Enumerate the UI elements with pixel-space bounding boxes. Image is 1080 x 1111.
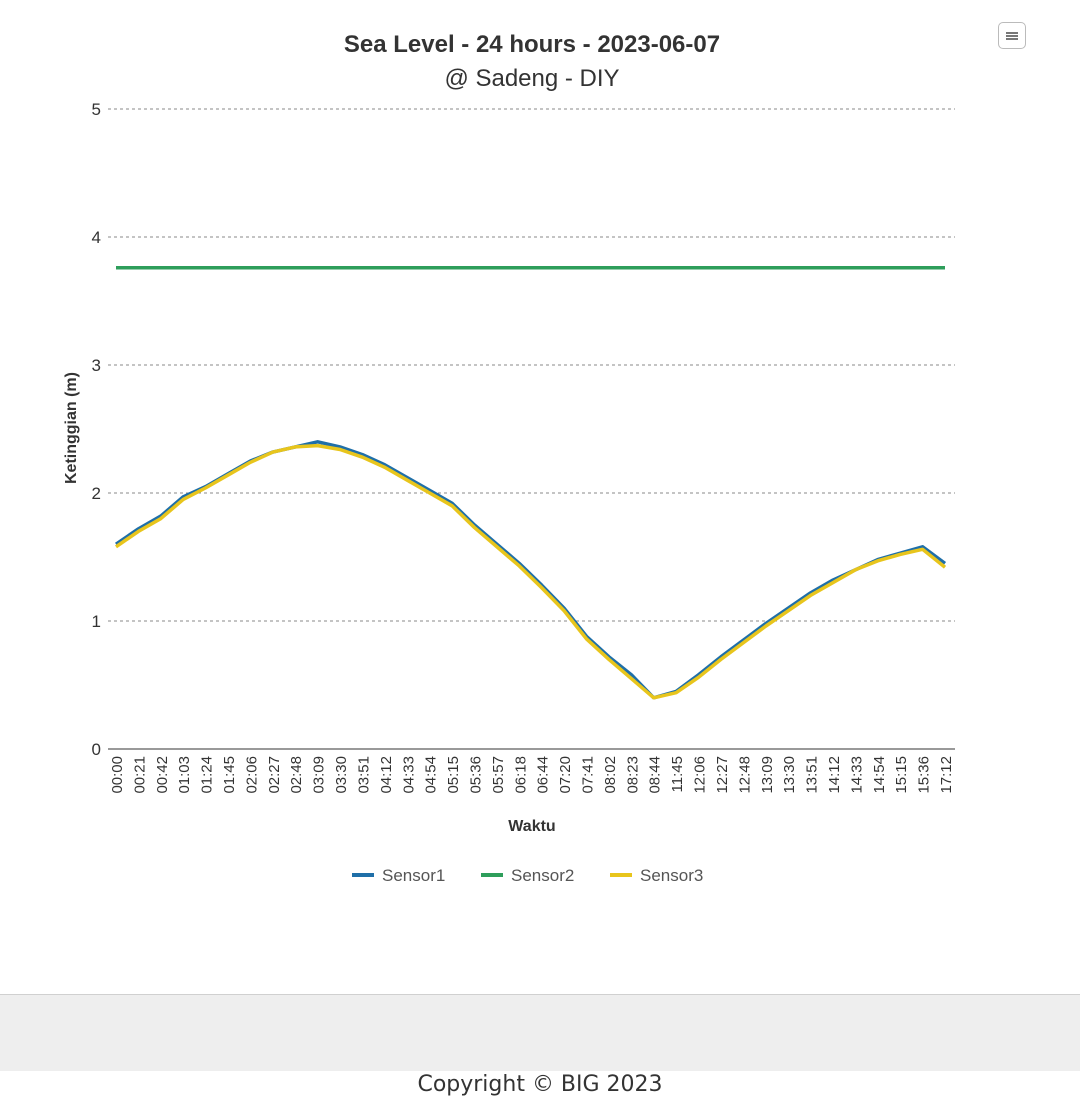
y-tick-label: 1 [92,612,101,631]
x-tick-label: 01:24 [199,756,216,794]
series-line-sensor1 [115,440,947,700]
x-tick-label: 11:45 [669,756,686,792]
x-tick-label: 13:30 [781,756,798,794]
x-tick-label: 03:09 [311,756,328,794]
chart-subtitle: @ Sadeng - DIY [444,65,619,92]
x-tick-label: 02:48 [288,756,305,794]
x-tick-label: 13:09 [759,756,776,794]
legend-item-sensor1[interactable]: Sensor1 [382,866,445,885]
footer-band [0,994,1080,1071]
series-line-sensor3 [115,443,947,700]
x-tick-label: 04:33 [400,756,417,794]
hamburger-menu-icon[interactable] [998,22,1026,49]
x-tick-label: 02:06 [243,756,260,794]
x-tick-label: 07:20 [557,756,574,794]
x-tick-label: 12:27 [714,756,731,794]
x-tick-label: 00:21 [131,756,148,794]
x-tick-label: 15:36 [916,756,933,794]
x-tick-label: 07:41 [580,756,597,794]
x-tick-label: 12:06 [692,756,709,794]
x-tick-label: 14:12 [826,756,843,794]
x-tick-label: 01:03 [176,756,193,794]
x-tick-label: 06:44 [535,756,552,794]
y-tick-label: 5 [92,100,101,119]
x-tick-label: 03:30 [333,756,350,794]
x-tick-label: 05:36 [467,756,484,794]
legend-item-sensor3[interactable]: Sensor3 [640,866,703,885]
x-tick-label: 04:12 [378,756,395,794]
x-tick-label: 04:54 [423,756,440,794]
x-tick-label: 02:27 [266,756,283,794]
x-tick-label: 00:00 [109,756,126,794]
y-axis-label: Ketinggian (m) [63,372,80,484]
x-tick-label: 03:51 [355,756,372,794]
x-tick-label: 00:42 [154,756,171,794]
y-tick-label: 0 [92,740,101,759]
y-tick-label: 4 [92,228,101,247]
chart: Sea Level - 24 hours - 2023-06-07 @ Sade… [63,31,955,885]
x-tick-label: 14:33 [848,756,865,794]
copyright-text: Copyright © BIG 2023 [417,1072,663,1097]
x-tick-label: 06:18 [512,756,529,794]
x-tick-label: 14:54 [871,756,888,794]
y-tick-label: 2 [92,484,101,503]
chart-title: Sea Level - 24 hours - 2023-06-07 [344,31,720,58]
x-tick-label: 08:23 [624,756,641,794]
x-tick-label: 08:44 [647,756,664,794]
legend-item-sensor2[interactable]: Sensor2 [511,866,574,885]
x-axis-label: Waktu [508,818,555,835]
x-tick-label: 15:15 [893,756,910,794]
x-tick-label: 13:51 [804,756,821,794]
y-tick-label: 3 [92,356,101,375]
x-tick-label: 01:45 [221,756,238,794]
x-tick-label: 08:02 [602,756,619,794]
x-tick-label: 05:15 [445,756,462,794]
legend: Sensor1 Sensor2 Sensor3 [352,866,703,885]
x-tick-label: 12:48 [736,756,753,794]
x-tick-label: 05:57 [490,756,507,794]
x-tick-label: 17:12 [938,756,955,794]
